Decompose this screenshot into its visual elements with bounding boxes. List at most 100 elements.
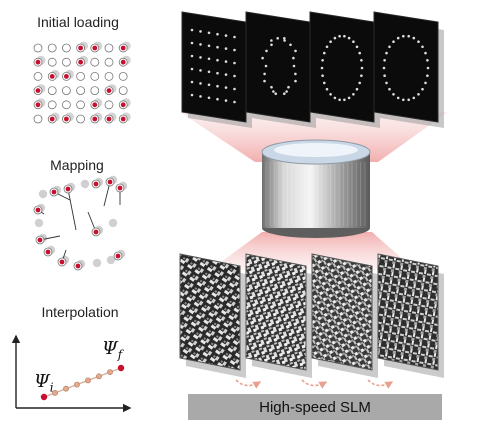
tweezer-spot: [274, 92, 278, 95]
tweezer-spot: [338, 34, 341, 38]
tweezer-spot: [190, 93, 194, 97]
atom: [107, 179, 113, 185]
tweezer-spot: [224, 34, 228, 37]
tweezer-spot: [216, 84, 219, 88]
hologram-phase-patterns: [179, 253, 444, 378]
tweezer-spot: [329, 40, 332, 43]
atom: [35, 59, 41, 65]
tweezer-spot: [385, 51, 388, 55]
trap-site: [33, 43, 43, 53]
tweezer-spot: [270, 85, 273, 89]
tweezer-spot: [216, 71, 219, 75]
trap-site: [47, 43, 57, 53]
hologram-phase-pattern: [377, 253, 444, 378]
slm-refresh-arrow: [301, 379, 328, 389]
trap-site: [76, 86, 85, 95]
tweezer-spot: [338, 98, 341, 102]
tweezer-spot: [283, 92, 286, 95]
trap-site: [76, 100, 85, 110]
initial-loading-diagram: [33, 41, 131, 124]
interpolation-point: [117, 364, 125, 372]
tweezer-spot: [207, 83, 211, 87]
tweezer-spot: [292, 64, 296, 68]
tweezer-spot: [360, 66, 364, 70]
tweezer-spot: [199, 82, 202, 85]
tweezer-spot: [224, 99, 228, 102]
tweezer-spot: [402, 98, 405, 102]
trap-site: [104, 43, 114, 53]
tweezer-spot: [385, 81, 388, 85]
tweezer-spot: [270, 39, 273, 42]
tweezer-spot: [270, 43, 273, 47]
tweezer-spot: [383, 74, 386, 77]
tweezer-spot: [233, 35, 236, 39]
trap-site: [118, 72, 128, 81]
atom: [59, 259, 65, 265]
tweezer-spot: [358, 81, 362, 85]
atom: [51, 189, 57, 195]
tweezer-spot: [233, 48, 236, 52]
atom: [106, 88, 112, 93]
slm-refresh-arrow: [367, 379, 394, 389]
trap-site: [62, 86, 71, 95]
tweezer-spot: [289, 43, 292, 47]
trap-site: [76, 114, 85, 124]
tweezer-spot: [424, 51, 427, 55]
interpolation-point: [40, 393, 48, 401]
tweezer-spot: [360, 74, 363, 77]
tweezer-spot: [352, 40, 355, 43]
tweezer-spot: [396, 36, 400, 40]
tweezer-spot: [261, 56, 264, 60]
tweezer-spot: [333, 96, 337, 100]
trap-site: [62, 100, 71, 110]
tweezer-spot: [216, 97, 219, 101]
trap-site: [33, 72, 43, 81]
tweezer-image-frame: [181, 11, 252, 128]
tweezer-spot: [358, 51, 362, 55]
trap-site: [104, 100, 114, 110]
tweezer-spot: [323, 51, 326, 55]
tweezer-image-frame: [245, 11, 316, 128]
tweezer-spot: [320, 66, 324, 70]
tweezer-spot: [216, 45, 219, 49]
tweezer-spot: [343, 34, 346, 38]
tweezer-spot: [199, 43, 202, 46]
tweezer-spot: [265, 49, 268, 53]
tweezer-spot: [292, 56, 295, 60]
tweezer-spot: [321, 74, 324, 77]
tweezer-spot: [329, 93, 332, 96]
tweezer-spot: [388, 87, 391, 91]
tweezer-spot: [272, 90, 275, 93]
tweezer-spot: [426, 66, 430, 70]
tweezer-spot: [190, 67, 194, 71]
microscope-objective-icon: [261, 139, 371, 238]
atom: [75, 263, 81, 269]
tweezer-spot: [347, 96, 351, 100]
tweezer-spot: [199, 30, 202, 33]
trap-site: [47, 57, 57, 67]
interpolation-point: [52, 389, 58, 396]
tweezer-spot: [199, 56, 202, 59]
trap-site: [62, 43, 71, 53]
tweezer-spot: [199, 69, 202, 72]
tweezer-spot: [421, 45, 424, 49]
interpolation-point: [63, 385, 69, 392]
trap-site: [47, 86, 57, 95]
tweezer-spot: [407, 98, 411, 102]
tweezer-spot: [426, 74, 429, 77]
move-path: [67, 188, 77, 231]
tweezer-spot: [233, 61, 236, 65]
atom: [49, 116, 55, 122]
tweezer-spot: [199, 95, 202, 98]
trap-site: [47, 100, 57, 110]
atom: [64, 74, 69, 79]
trap-site: [104, 57, 114, 67]
tweezer-spot: [287, 85, 290, 89]
tweezer-spot: [321, 59, 324, 62]
atom: [92, 45, 98, 51]
trap-site: [62, 57, 71, 67]
trap-site: [90, 72, 100, 81]
psi-initial-label: Ψi: [34, 371, 54, 395]
tweezer-spot: [417, 40, 420, 43]
